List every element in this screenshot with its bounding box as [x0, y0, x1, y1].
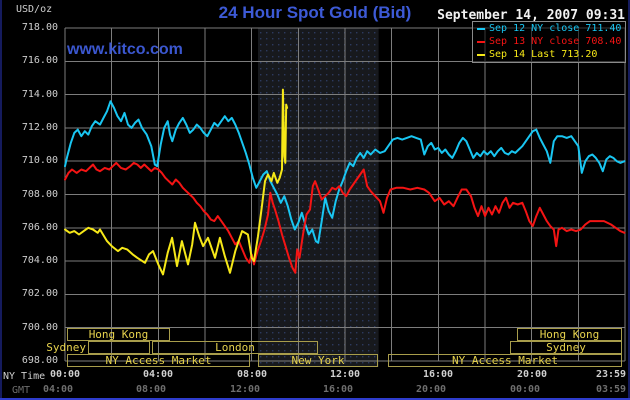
session-box-ny-access-market: NY Access Market [67, 354, 250, 367]
session-label: London [215, 341, 255, 354]
session-label: NY Access Market [452, 354, 558, 367]
x-tick-label-ny: 12:00 [329, 369, 361, 380]
session-box-hong-kong: Hong Kong [67, 328, 170, 341]
legend-item: Sep 13 NY close 708.40 [473, 35, 625, 48]
y-tick-label: 714.00 [21, 89, 58, 100]
frame-border-left [0, 0, 2, 400]
legend-color-dash-icon [477, 27, 485, 30]
x-tick-label-gmt: 16:00 [322, 384, 354, 395]
y-tick-label: 700.00 [21, 322, 58, 333]
frame-border-right [628, 0, 630, 400]
frame-border-bottom [0, 398, 630, 400]
y-tick-label: 718.00 [21, 22, 58, 33]
session-label: Sydney [546, 341, 586, 354]
legend-item: Sep 14 Last 713.20 [473, 48, 625, 61]
y-tick-label: 708.00 [21, 189, 58, 200]
y-tick-label: 704.00 [21, 255, 58, 266]
legend: Sep 12 NY close 711.40 Sep 13 NY close 70… [472, 21, 626, 63]
kitco-watermark: www.kitco.com [67, 41, 183, 58]
session-box-sydney: Sydney [46, 341, 150, 354]
legend-item-label: Sep 13 NY close 708.40 [489, 36, 622, 47]
x-tick-label-ny: 16:00 [422, 369, 454, 380]
x-tick-label-ny: 00:00 [49, 369, 81, 380]
session-box-london: London [152, 341, 318, 354]
y-axis-units-label: USD/oz [16, 4, 53, 15]
y-tick-label: 702.00 [21, 288, 58, 299]
x-tick-label-gmt: 20:00 [415, 384, 447, 395]
session-label: Hong Kong [88, 328, 149, 341]
x-tick-label-gmt: 00:00 [509, 384, 541, 395]
gmt-row-caption: GMT [12, 385, 31, 396]
series-line-sep-12-ny-close [64, 100, 626, 244]
ny-session-highlight-band [258, 28, 379, 367]
session-label: Hong Kong [539, 328, 600, 341]
series-line-sep-13-ny-close [64, 161, 626, 274]
legend-color-dash-icon [477, 40, 485, 43]
session-box-new-york: New York [258, 354, 378, 367]
chart-timestamp: September 14, 2007 09:31 [437, 8, 625, 23]
x-tick-label-gmt: 08:00 [135, 384, 167, 395]
session-box-sydney: Sydney [510, 341, 622, 354]
session-label: NY Access Market [105, 354, 212, 367]
y-tick-label: 716.00 [21, 55, 58, 66]
session-box-ny-access-market: NY Access Market [388, 354, 622, 367]
x-tick-label-gmt: 12:00 [229, 384, 261, 395]
session-label: New York [291, 354, 345, 367]
legend-item-label: Sep 14 Last 713.20 [489, 49, 598, 60]
legend-item: Sep 12 NY close 711.40 [473, 22, 625, 35]
x-tick-label-ny: 23:59 [595, 369, 627, 380]
x-tick-label-ny: 20:00 [516, 369, 548, 380]
series-line-sep-14-last [64, 88, 289, 276]
x-tick-label-ny: 08:00 [236, 369, 268, 380]
legend-item-label: Sep 12 NY close 711.40 [489, 23, 622, 34]
x-tick-label-ny: 04:00 [142, 369, 174, 380]
session-label: Sydney [46, 341, 86, 354]
y-tick-label: 706.00 [21, 222, 58, 233]
y-tick-label: 710.00 [21, 155, 58, 166]
session-box-hong-kong: Hong Kong [517, 328, 622, 341]
ny-time-row-caption: NY Time [3, 371, 46, 382]
x-tick-label-gmt: 03:59 [595, 384, 627, 395]
y-tick-label: 712.00 [21, 122, 58, 133]
y-tick-label: 698.00 [21, 355, 58, 366]
x-tick-label-gmt: 04:00 [42, 384, 74, 395]
chart-title: 24 Hour Spot Gold (Bid) [218, 3, 412, 22]
legend-color-dash-icon [477, 53, 485, 56]
